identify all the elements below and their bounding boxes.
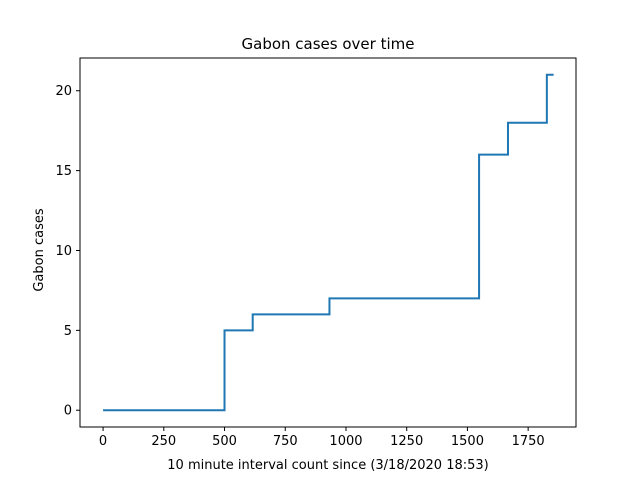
y-tick-label: 15 bbox=[55, 164, 72, 179]
x-tick-label: 0 bbox=[99, 434, 107, 449]
x-axis-label: 10 minute interval count since (3/18/202… bbox=[167, 458, 488, 473]
y-tick-label: 5 bbox=[64, 324, 72, 339]
x-tick-label: 1250 bbox=[390, 434, 423, 449]
x-tick-label: 250 bbox=[151, 434, 176, 449]
y-tick-label: 10 bbox=[55, 244, 72, 259]
y-tick-label: 0 bbox=[64, 404, 72, 419]
plot-frame bbox=[79, 57, 577, 428]
y-axis-label: Gabon cases bbox=[32, 208, 47, 292]
series-line-0 bbox=[103, 73, 554, 412]
chart-title: Gabon cases over time bbox=[242, 35, 415, 53]
x-tick-label: 1750 bbox=[512, 434, 545, 449]
plot-area: 0 250 500 750 1000 1250 1500 1750 0 5 10 15 20 bbox=[55, 57, 577, 449]
x-tick-label: 750 bbox=[273, 434, 298, 449]
y-tick-label: 20 bbox=[55, 84, 72, 99]
x-tick-label: 1000 bbox=[329, 434, 362, 449]
x-tick-label: 500 bbox=[212, 434, 237, 449]
x-tick-label: 1500 bbox=[451, 434, 484, 449]
